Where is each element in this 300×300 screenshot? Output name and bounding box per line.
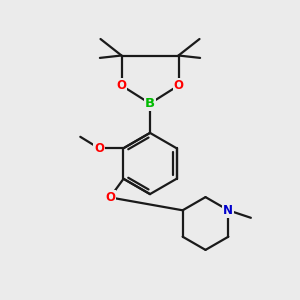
Text: O: O: [94, 142, 104, 155]
Text: O: O: [105, 191, 115, 204]
Text: O: O: [173, 79, 184, 92]
Text: B: B: [145, 97, 155, 110]
Text: O: O: [116, 79, 127, 92]
Text: N: N: [224, 204, 233, 217]
